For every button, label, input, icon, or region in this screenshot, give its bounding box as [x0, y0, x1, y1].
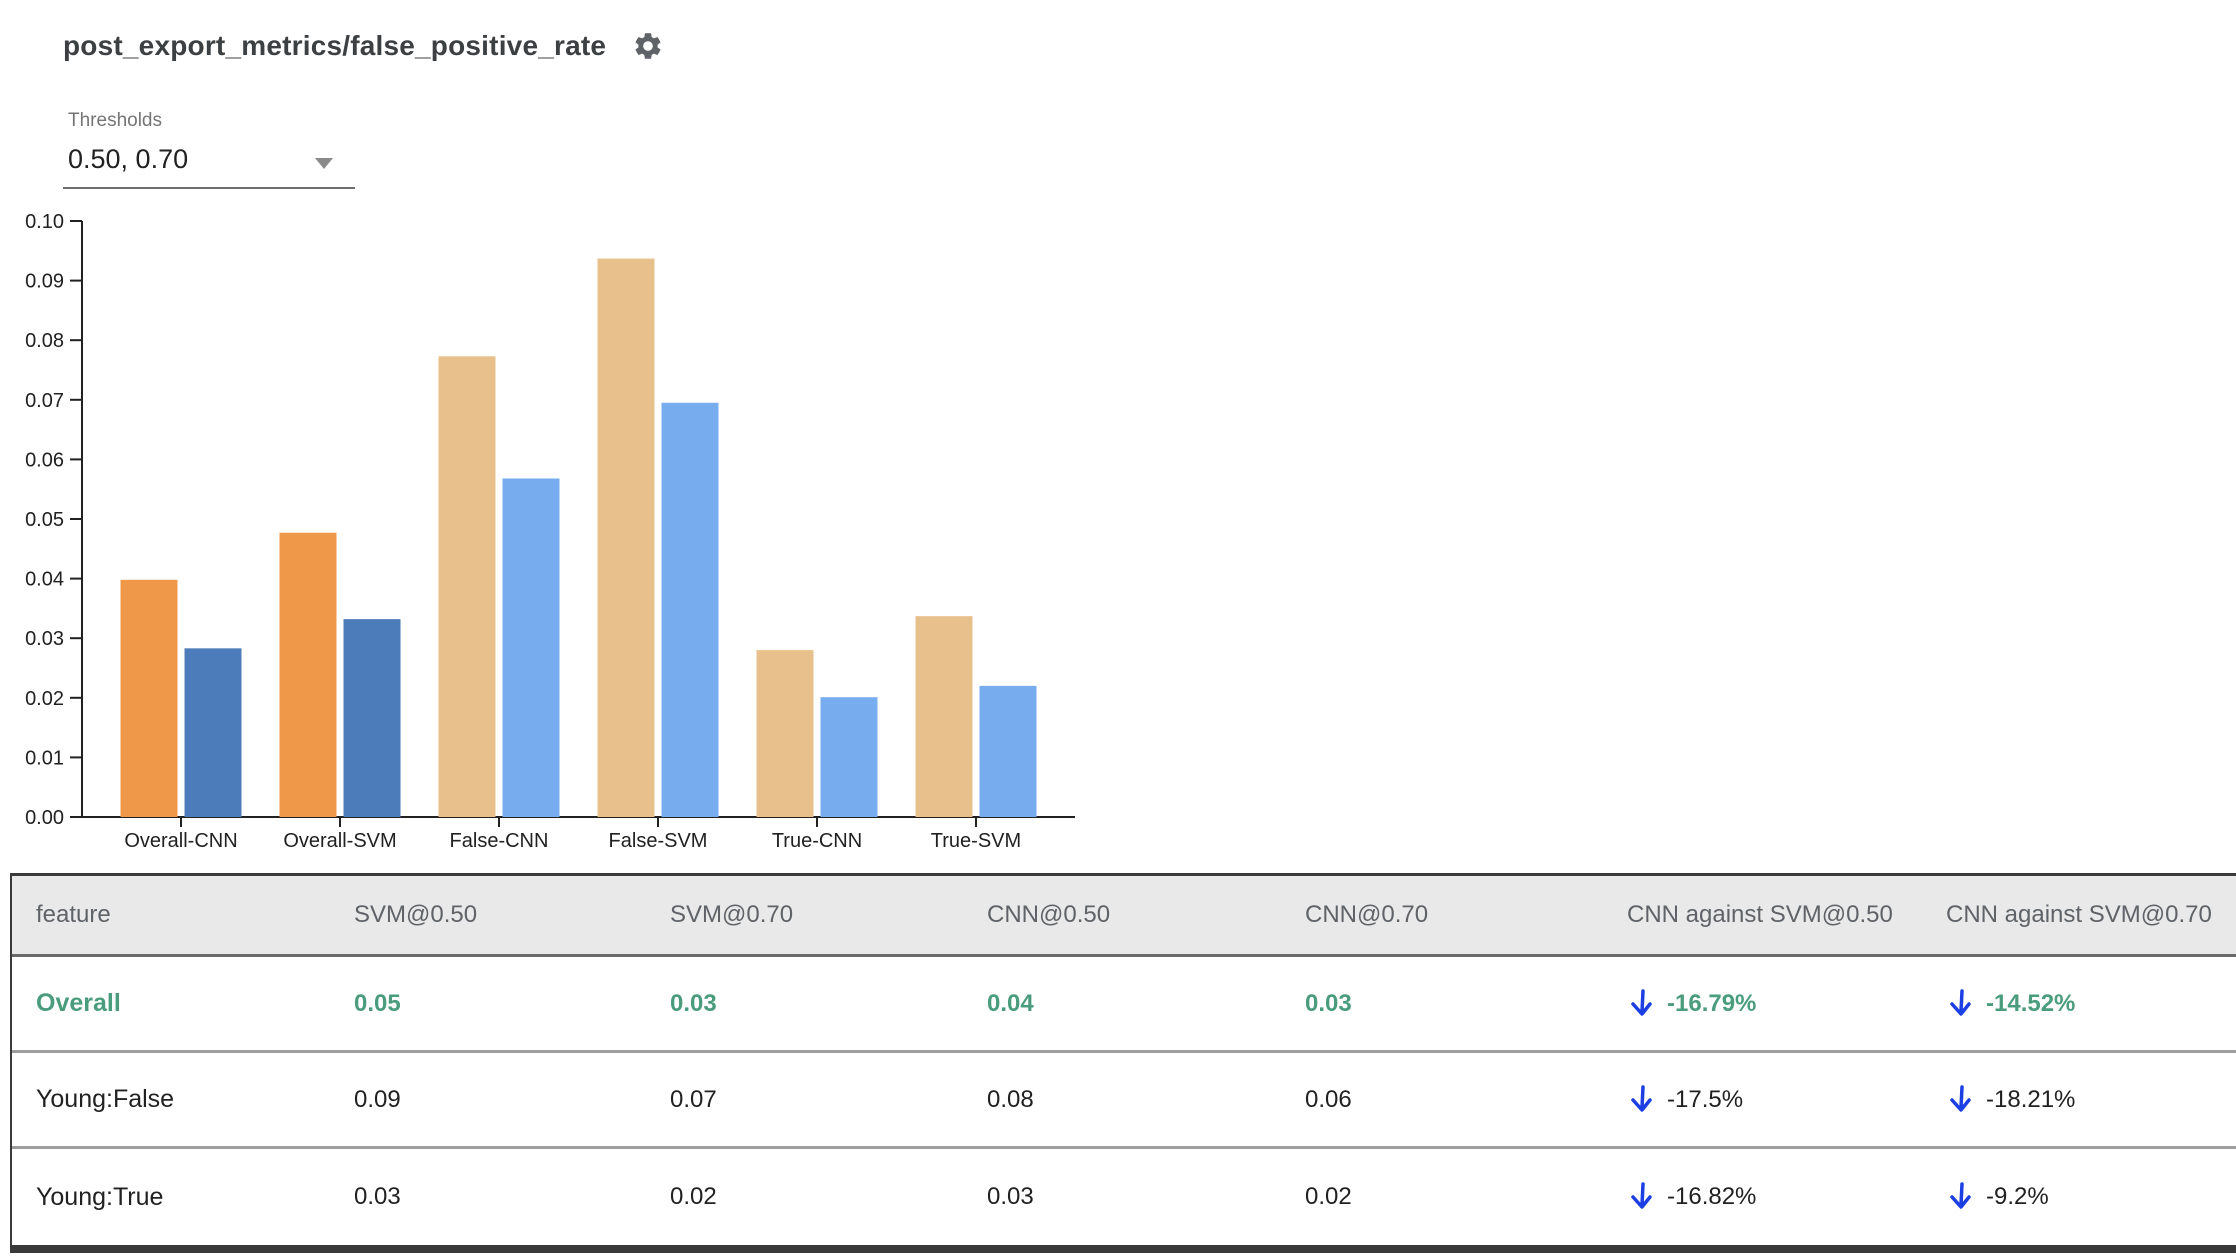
- bar-Overall-SVM-threshold-0.50: [279, 532, 337, 817]
- arrow-down-icon: [1946, 1083, 1976, 1117]
- cell-cnn-against-svm-0-50: -16.82%: [1603, 1149, 1922, 1245]
- cell-cnn-against-svm-0-50: -17.5%: [1603, 1053, 1922, 1146]
- cell-feature: Young:False: [36, 1085, 175, 1113]
- cell-svm-0-50: 0.05: [354, 989, 401, 1017]
- cell-cnn-0-50: 0.08: [987, 1085, 1034, 1113]
- column-header-svm-0-50: SVM@0.50: [354, 901, 478, 928]
- cell-cnn-0-50: 0.03: [987, 1183, 1034, 1210]
- cell-svm-0-70: 0.02: [670, 1183, 717, 1210]
- delta-value: -18.21%: [1986, 1085, 2076, 1113]
- column-header-cnn-against-svm-0-70: CNN against SVM@0.70: [1946, 901, 2212, 928]
- y-axis-tick-label: 0.07: [25, 390, 64, 412]
- cell-svm-0-50: 0.03: [354, 1183, 401, 1210]
- bar-True-CNN-threshold-0.50: [756, 650, 814, 817]
- y-axis-tick-label: 0.06: [25, 449, 64, 471]
- bar-Overall-CNN-threshold-0.50: [120, 579, 178, 817]
- column-header-svm-0-70: SVM@0.70: [670, 901, 794, 928]
- y-axis-tick-label: 0.03: [25, 628, 64, 650]
- table-header-row: feature SVM@0.50 SVM@0.70 CNN@0.50 CNN@0.70 C…: [12, 876, 2236, 957]
- delta-value: -14.52%: [1986, 989, 2076, 1017]
- cell-cnn-against-svm-0-70: -18.21%: [1922, 1053, 2236, 1146]
- arrow-down-icon: [1627, 987, 1657, 1021]
- y-axis-tick-label: 0.01: [25, 747, 64, 769]
- cell-feature: Young:True: [36, 1182, 164, 1211]
- delta-value: -16.79%: [1667, 989, 1757, 1017]
- thresholds-selected-value: 0.50, 0.70: [68, 144, 189, 174]
- cell-cnn-against-svm-0-50: -16.79%: [1603, 957, 1922, 1050]
- cell-cnn-against-svm-0-70: -9.2%: [1922, 1149, 2236, 1245]
- table-row-overall: Overall 0.05 0.03 0.04 0.03 -16.79% -14.52%: [12, 957, 2236, 1053]
- column-header-cnn-against-svm-0-50: CNN against SVM@0.50: [1627, 901, 1893, 928]
- cell-cnn-0-50: 0.04: [987, 989, 1034, 1017]
- y-axis-tick-label: 0.09: [25, 271, 64, 293]
- arrow-down-icon: [1627, 1083, 1657, 1117]
- metrics-table: feature SVM@0.50 SVM@0.70 CNN@0.50 CNN@0.70 C…: [10, 873, 2236, 1253]
- bar-Overall-SVM-threshold-0.70: [343, 619, 401, 817]
- column-header-feature: feature: [36, 901, 111, 928]
- x-axis-label-True-CNN: True-CNN: [772, 830, 862, 852]
- bar-False-CNN-threshold-0.70: [502, 478, 560, 817]
- cell-feature: Overall: [36, 989, 121, 1017]
- bar-Overall-CNN-threshold-0.70: [184, 648, 242, 817]
- thresholds-label: Thresholds: [68, 110, 162, 131]
- dropdown-arrow-icon: [315, 158, 333, 169]
- cell-cnn-0-70: 0.06: [1305, 1085, 1352, 1113]
- arrow-down-icon: [1946, 987, 1976, 1021]
- cell-svm-0-70: 0.07: [670, 1085, 717, 1113]
- table-body: Overall 0.05 0.03 0.04 0.03 -16.79% -14.52% You…: [12, 957, 2236, 1245]
- x-axis-label-False-SVM: False-SVM: [609, 830, 708, 852]
- bar-True-SVM-threshold-0.70: [979, 685, 1037, 817]
- bar-False-CNN-threshold-0.50: [438, 356, 496, 817]
- delta-value: -9.2%: [1986, 1183, 2049, 1210]
- thresholds-select[interactable]: 0.50, 0.70: [63, 140, 355, 189]
- cell-cnn-against-svm-0-70: -14.52%: [1922, 957, 2236, 1050]
- false-positive-rate-bar-chart: 0.00 0.01 0.02 0.03 0.04 0.05 0.06 0.07 0.08 0.09…: [25, 211, 1075, 852]
- cell-svm-0-50: 0.09: [354, 1085, 401, 1113]
- bar-True-SVM-threshold-0.50: [915, 616, 973, 817]
- cell-cnn-0-70: 0.02: [1305, 1183, 1352, 1210]
- x-axis-label-False-CNN: False-CNN: [450, 830, 549, 852]
- y-axis-tick-label: 0.00: [25, 807, 64, 829]
- cell-cnn-0-70: 0.03: [1305, 989, 1352, 1017]
- delta-value: -17.5%: [1667, 1085, 1744, 1113]
- thresholds-control: Thresholds 0.50, 0.70: [63, 110, 355, 189]
- x-axis-label-True-SVM: True-SVM: [931, 830, 1021, 852]
- bar-False-SVM-threshold-0.50: [597, 258, 655, 818]
- y-axis-tick-label: 0.04: [25, 569, 64, 591]
- x-axis-label-Overall-SVM: Overall-SVM: [283, 830, 396, 852]
- delta-value: -16.82%: [1667, 1183, 1757, 1210]
- y-axis-tick-label: 0.05: [25, 509, 64, 531]
- arrow-down-icon: [1627, 1180, 1657, 1214]
- bar-True-CNN-threshold-0.70: [820, 697, 878, 817]
- table-row-young-true: Young:True 0.03 0.02 0.03 0.02 -16.82% -9.2%: [12, 1149, 2236, 1245]
- metric-title-row: post_export_metrics/false_positive_rate: [63, 30, 664, 62]
- y-axis-tick-label: 0.08: [25, 330, 64, 352]
- column-header-cnn-0-70: CNN@0.70: [1305, 901, 1429, 928]
- settings-gear-icon[interactable]: [632, 30, 664, 62]
- bar-False-SVM-threshold-0.70: [661, 402, 719, 817]
- page-title: post_export_metrics/false_positive_rate: [63, 30, 607, 61]
- y-axis-tick-label: 0.02: [25, 688, 64, 710]
- table-row-young-false: Young:False 0.09 0.07 0.08 0.06 -17.5% -18.21%: [12, 1053, 2236, 1149]
- cell-svm-0-70: 0.03: [670, 989, 717, 1017]
- x-axis-label-Overall-CNN: Overall-CNN: [124, 830, 237, 852]
- y-axis-tick-label: 0.10: [25, 211, 64, 233]
- arrow-down-icon: [1946, 1180, 1976, 1214]
- column-header-cnn-0-50: CNN@0.50: [987, 901, 1111, 928]
